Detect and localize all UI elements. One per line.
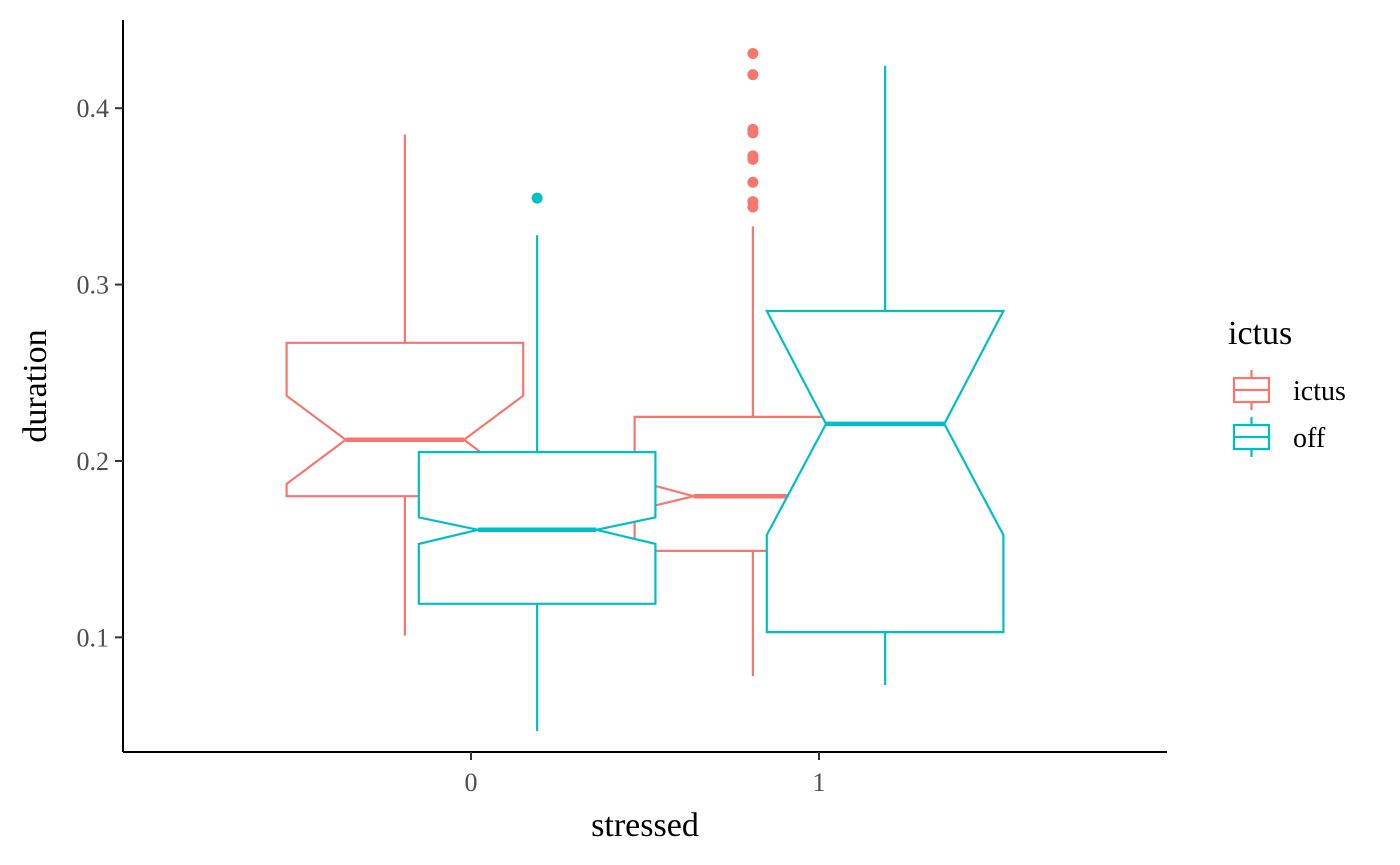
y-tick-label: 0.4 [77, 94, 110, 123]
outlier-point [747, 196, 759, 208]
legend-key-ictus [1232, 370, 1271, 410]
legend-label-ictus: ictus [1293, 376, 1346, 407]
legend: ictus ictus off [1228, 315, 1346, 457]
y-axis-title: duration [17, 329, 54, 442]
legend-key-off [1232, 417, 1271, 457]
outlier-point [747, 48, 759, 60]
y-axis-ticks: 0.1 0.2 0.3 0.4 [77, 94, 123, 652]
plot-area [285, 48, 1006, 731]
legend-label-off: off [1293, 423, 1326, 454]
y-tick-label: 0.1 [77, 623, 110, 652]
outlier-point [747, 176, 759, 188]
outlier-point [531, 192, 543, 204]
y-tick-label: 0.3 [77, 271, 110, 300]
x-tick-label: 1 [813, 768, 826, 797]
x-tick-label: 0 [465, 768, 478, 797]
notched-box [764, 309, 1006, 634]
x-axis-title: stressed [591, 807, 699, 844]
box-off-1 [764, 65, 1006, 685]
legend-title: ictus [1228, 315, 1292, 352]
box-off-0 [417, 192, 657, 731]
outlier-point [747, 123, 759, 135]
y-tick-label: 0.2 [77, 447, 110, 476]
outlier-point [747, 69, 759, 81]
outlier-point [747, 150, 759, 162]
